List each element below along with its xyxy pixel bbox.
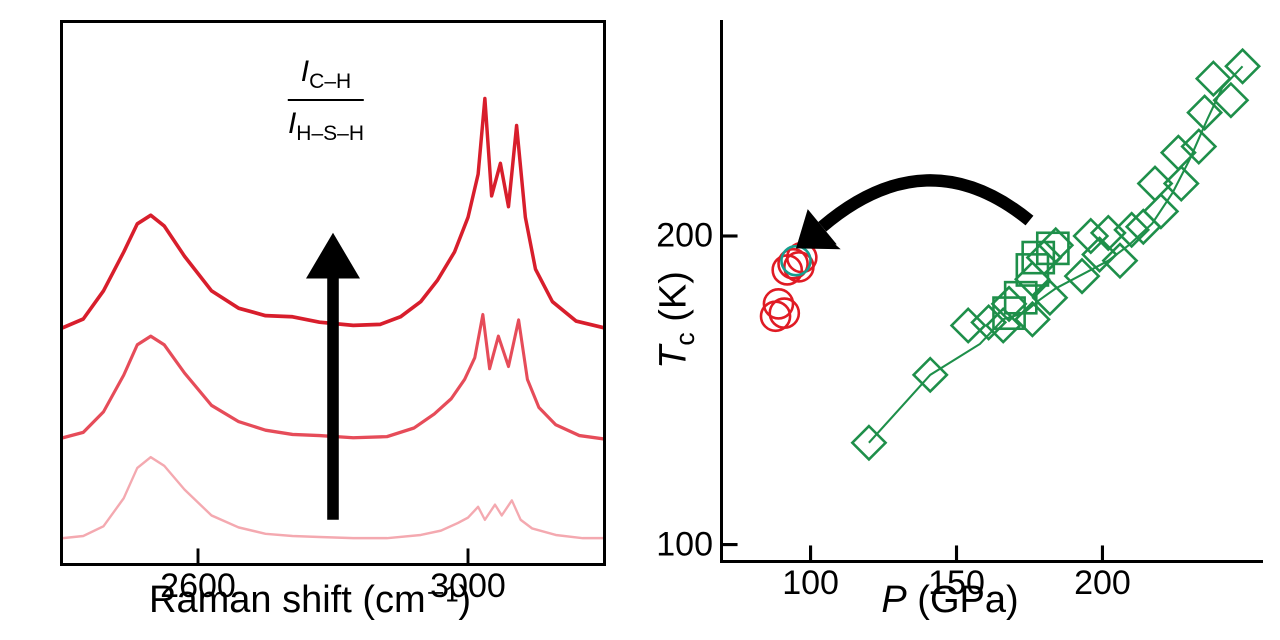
tc-svg [723, 20, 1263, 560]
tc-xtick: 200 [1074, 564, 1131, 603]
fraction-bar [288, 99, 364, 101]
tc-ytick: 100 [656, 525, 713, 564]
left-panel: IC–H IH–S–H 26003000 Raman shift (cm⁻¹) [0, 0, 620, 640]
right-panel: 100150200100200 P (GPa) Tc (K) [620, 0, 1280, 640]
tc-ylabel: Tc (K) [653, 271, 702, 369]
tc-ytick: 200 [656, 217, 713, 256]
raman-xlabel: Raman shift (cm⁻¹) [149, 577, 471, 622]
fraction-den-sub: H–S–H [296, 122, 364, 145]
fraction-num-sub: C–H [309, 70, 351, 93]
intensity-ratio-label: IC–H IH–S–H [288, 55, 364, 145]
figure-container: IC–H IH–S–H 26003000 Raman shift (cm⁻¹) … [0, 0, 1280, 640]
tc-xlabel: P (GPa) [881, 579, 1018, 622]
tc-plot-area: 100150200100200 [720, 20, 1263, 563]
fraction-num-I: I [301, 55, 309, 88]
raman-plot-area: IC–H IH–S–H 26003000 [60, 20, 606, 566]
tc-xtick: 100 [782, 564, 839, 603]
